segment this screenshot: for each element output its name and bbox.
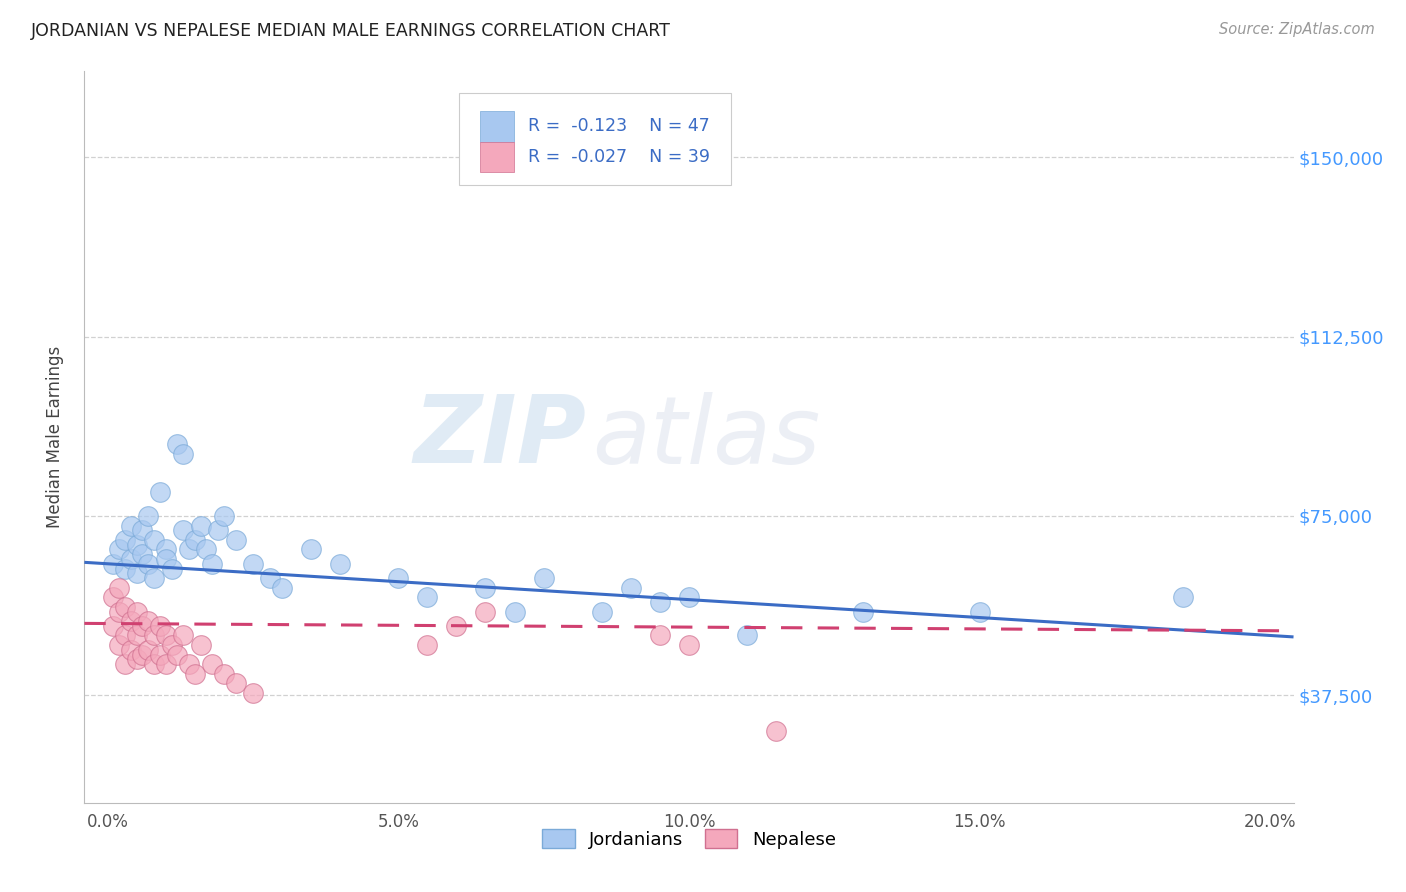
Point (201, 657, 224, 672)
Point (242, 557, 264, 571)
Point (120, 552, 142, 566)
Point (259, 571, 281, 585)
Point (131, 524, 153, 538)
Point (299, 542, 322, 557)
Point (387, 571, 409, 585)
Point (212, 666, 235, 681)
Text: R =  -0.027    N = 39: R = -0.027 N = 39 (529, 148, 710, 166)
Point (533, 571, 555, 585)
Point (143, 533, 166, 547)
Point (172, 447, 194, 461)
Point (160, 561, 183, 575)
Point (131, 648, 153, 662)
Point (103, 619, 125, 633)
Point (108, 638, 131, 652)
Point (114, 657, 136, 672)
Point (103, 557, 125, 571)
Point (969, 605, 991, 619)
Point (416, 591, 439, 605)
Point (225, 676, 247, 690)
Point (136, 614, 159, 628)
Point (155, 628, 177, 642)
Point (166, 648, 188, 662)
Point (131, 619, 153, 633)
Text: Source: ZipAtlas.com: Source: ZipAtlas.com (1219, 22, 1375, 37)
Point (131, 547, 153, 561)
Point (125, 605, 148, 619)
Point (108, 605, 131, 619)
Point (765, 724, 787, 739)
Point (195, 542, 218, 557)
Point (143, 657, 166, 672)
Point (172, 628, 194, 642)
Point (149, 619, 172, 633)
Text: ZIP: ZIP (413, 391, 586, 483)
Point (172, 524, 194, 538)
Point (242, 686, 264, 700)
Point (114, 599, 136, 614)
Point (852, 605, 875, 619)
Point (212, 508, 235, 523)
Point (114, 561, 136, 575)
Point (114, 533, 136, 547)
Point (103, 591, 125, 605)
Text: JORDANIAN VS NEPALESE MEDIAN MALE EARNINGS CORRELATION CHART: JORDANIAN VS NEPALESE MEDIAN MALE EARNIN… (31, 22, 671, 40)
Point (120, 518, 142, 533)
Point (177, 657, 200, 672)
Point (678, 591, 700, 605)
Point (190, 518, 212, 533)
Point (678, 638, 700, 652)
Point (1171, 591, 1194, 605)
Point (155, 552, 177, 566)
Point (143, 571, 166, 585)
Point (120, 642, 142, 657)
Point (136, 557, 159, 571)
Y-axis label: Median Male Earnings: Median Male Earnings (45, 346, 63, 528)
Point (125, 652, 148, 666)
Point (114, 628, 136, 642)
Legend: Jordanians, Nepalese: Jordanians, Nepalese (534, 822, 844, 856)
Point (166, 437, 188, 451)
Point (149, 648, 172, 662)
Bar (479, 111, 513, 142)
Point (648, 628, 671, 642)
Point (108, 581, 131, 595)
Point (271, 581, 294, 595)
Point (184, 533, 207, 547)
Point (125, 538, 148, 552)
Text: atlas: atlas (592, 392, 821, 483)
Point (143, 628, 166, 642)
Point (125, 628, 148, 642)
Point (620, 581, 643, 595)
Point (155, 542, 177, 557)
Point (201, 557, 224, 571)
Point (591, 605, 613, 619)
Point (735, 628, 758, 642)
Point (648, 595, 671, 609)
Point (446, 619, 468, 633)
Point (149, 485, 172, 500)
Point (125, 566, 148, 581)
Point (207, 524, 229, 538)
Point (136, 642, 159, 657)
Point (474, 605, 496, 619)
Point (474, 581, 496, 595)
Point (160, 638, 183, 652)
Point (177, 542, 200, 557)
Point (155, 657, 177, 672)
Point (190, 638, 212, 652)
Point (120, 614, 142, 628)
Point (329, 557, 352, 571)
Point (225, 533, 247, 547)
Point (108, 542, 131, 557)
Point (416, 638, 439, 652)
Text: R =  -0.123    N = 47: R = -0.123 N = 47 (529, 117, 710, 136)
Point (136, 508, 159, 523)
Point (503, 605, 526, 619)
Bar (479, 142, 513, 172)
FancyBboxPatch shape (460, 94, 731, 185)
Point (184, 666, 207, 681)
